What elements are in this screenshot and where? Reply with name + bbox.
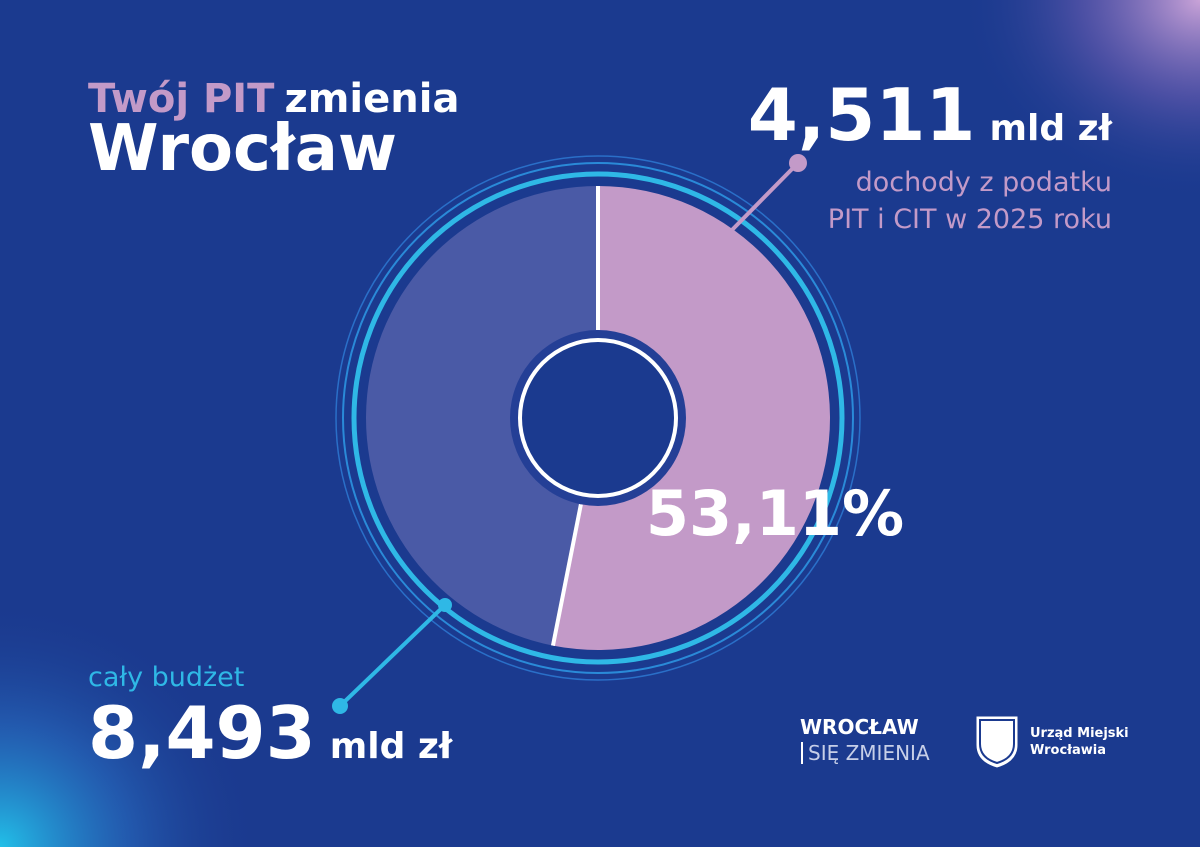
- crest-detail: [979, 719, 1015, 765]
- annotation-line: cały budżet: [88, 662, 244, 693]
- amount-value: 8,493: [88, 691, 316, 775]
- glow: [960, 0, 1200, 200]
- leader-line: [338, 603, 447, 708]
- logo-text: WROCŁAW: [800, 715, 919, 739]
- logo-text: SIĘ ZMIENIA: [808, 741, 930, 765]
- value-label: 53,11%: [646, 477, 904, 550]
- leader-dot: [438, 598, 452, 612]
- pie-slice: [366, 186, 598, 646]
- amount: 4,511 mld zł: [748, 73, 1114, 157]
- hole: [518, 338, 678, 498]
- title: Twój PIT zmienia: [88, 76, 459, 122]
- rings: [335, 155, 861, 681]
- logo-text: Urząd Miejski: [1030, 726, 1129, 741]
- amount: 8,493 mld zł: [88, 691, 454, 775]
- subtitle: Wrocław: [88, 112, 397, 186]
- pie: [366, 186, 831, 650]
- slice-separator: [550, 503, 583, 646]
- amount-value: 4,511: [748, 73, 976, 157]
- leader-dot: [332, 698, 348, 714]
- amount-unit: mld zł: [990, 108, 1114, 149]
- ring: [351, 171, 845, 665]
- logo-text: Wrocławia: [1030, 743, 1106, 758]
- amount-unit: mld zł: [330, 726, 454, 767]
- ring: [342, 162, 854, 674]
- crest: [975, 715, 1019, 769]
- leader-dot: [789, 154, 807, 172]
- annotation-line: PIT i CIT w 2025 roku: [828, 204, 1112, 235]
- leader-line: [728, 161, 800, 234]
- glow: [0, 600, 260, 847]
- title-part: Twój PIT: [88, 76, 275, 122]
- ring: [335, 155, 861, 681]
- pie-slice: [552, 186, 831, 650]
- title-part: zmienia: [284, 76, 459, 122]
- annotation-line: dochody z podatku: [856, 167, 1112, 198]
